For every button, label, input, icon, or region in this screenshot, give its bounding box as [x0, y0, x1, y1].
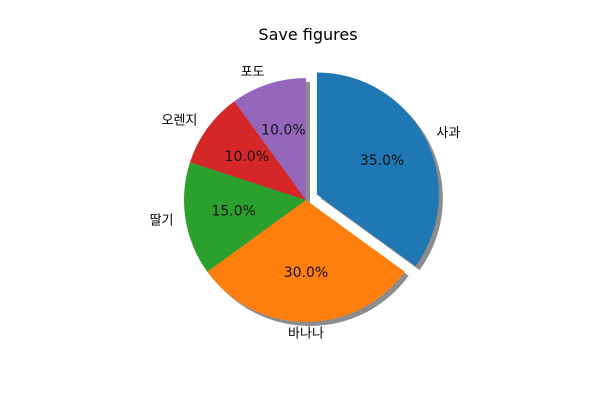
slice-5-wedge — [234, 78, 306, 200]
slice-1-wedge — [316, 72, 439, 267]
slice-layer — [183, 72, 439, 323]
slice-3-wedge — [183, 162, 306, 272]
slice-3-percent-label: 15.0% — [211, 204, 255, 220]
slice-5-percent-label: 10.0% — [261, 122, 305, 138]
label-layer: 사과 35.0% 바나나 30.0% 딸기 15.0% 오렌지 10.0% 포도 10.0% — [150, 65, 461, 342]
slice-4-wedge — [189, 101, 306, 200]
slice-4-category-label: 오렌지 — [162, 114, 198, 129]
slice-5-category-label: 포도 — [241, 65, 265, 80]
slice-3-category-label: 딸기 — [150, 214, 174, 229]
slice-2-percent-label: 30.0% — [284, 265, 328, 281]
slice-1-percent-label: 35.0% — [360, 153, 404, 169]
chart-title: Save figures — [258, 25, 357, 44]
slice-1-category-label: 사과 — [436, 126, 460, 141]
slice-2-category-label: 바나나 — [288, 327, 324, 342]
slice-2-wedge — [207, 200, 405, 323]
slice-4-percent-label: 10.0% — [225, 149, 269, 165]
